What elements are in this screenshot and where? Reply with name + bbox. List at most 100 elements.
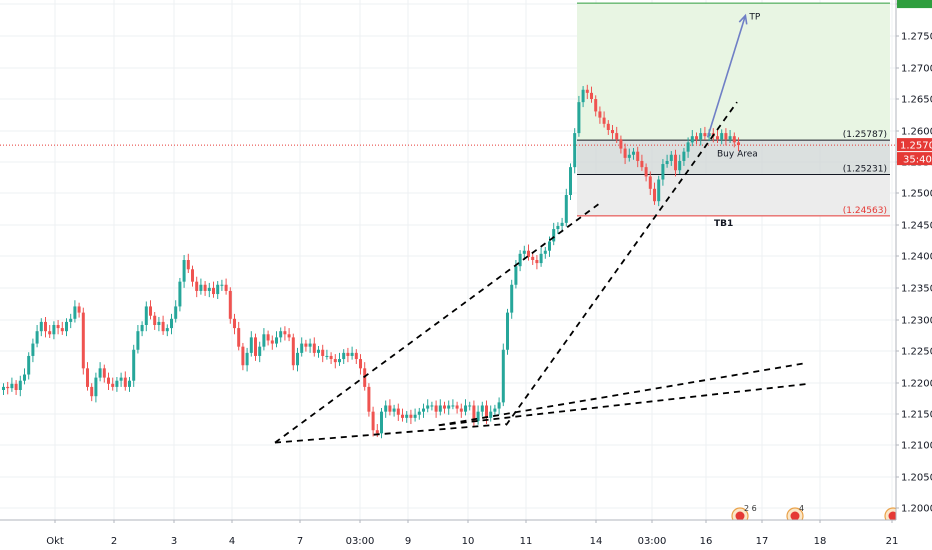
candle-body-74 — [312, 343, 316, 353]
candle-body-82 — [346, 352, 350, 356]
candle-body-155 — [653, 188, 656, 202]
candle-body-114 — [480, 405, 484, 412]
candle-body-27 — [115, 380, 119, 387]
y-tick-label-4: 1.26000 — [901, 127, 932, 138]
tp-arrow-shaft[interactable] — [706, 15, 747, 138]
candle-body-6 — [27, 355, 31, 375]
candle-body-92 — [388, 405, 392, 412]
level-label-3: (1.24563) — [843, 206, 887, 216]
candle-body-35 — [149, 306, 152, 316]
candle-body-63 — [266, 334, 270, 341]
trendlines[interactable] — [274, 13, 809, 444]
candle-body-29 — [123, 377, 127, 387]
candle-body-154 — [648, 176, 652, 189]
candle-body-50 — [212, 287, 215, 295]
candle-body-42 — [178, 281, 182, 307]
candle-body-59 — [249, 337, 253, 353]
trendline-4[interactable] — [505, 101, 738, 426]
annotation-labels: Buy Area TP TB1 — [714, 12, 761, 228]
candle-body-130 — [548, 241, 551, 251]
y-tick-label-2: 1.27000 — [901, 64, 932, 75]
candle-body-166 — [699, 133, 703, 140]
y-tick-label-14: 1.21000 — [901, 441, 932, 452]
countdown-tag — [897, 152, 932, 166]
candle-body-174 — [732, 136, 736, 143]
candle-body-48 — [203, 284, 207, 291]
candle-body-104 — [438, 405, 442, 412]
candle-body-38 — [161, 321, 165, 332]
trendline-0[interactable] — [274, 203, 599, 444]
candle-body-16 — [69, 318, 73, 322]
candle-body-78 — [329, 355, 333, 360]
candle-body-68 — [287, 334, 291, 338]
candle-body-167 — [703, 133, 707, 137]
candle-body-61 — [258, 346, 262, 356]
candle-body-52 — [220, 284, 224, 286]
y-tick-label-9: 1.23500 — [901, 284, 932, 295]
y-tick-label-8: 1.24000 — [901, 252, 932, 263]
candle-body-144 — [606, 123, 610, 130]
y-tick-label-10: 1.23000 — [901, 316, 932, 327]
candle-body-76 — [321, 349, 325, 356]
candle-body-123 — [518, 253, 522, 267]
candle-body-15 — [65, 321, 68, 332]
candle-body-148 — [623, 148, 627, 158]
candle-body-85 — [359, 359, 362, 369]
candle-body-84 — [354, 352, 358, 360]
candle-body-2 — [10, 383, 14, 389]
candle-body-163 — [686, 142, 690, 152]
candle-body-108 — [455, 405, 459, 409]
current-price-text: 1.25706 — [900, 141, 932, 152]
candle-body-138 — [581, 89, 585, 103]
candle-body-44 — [186, 260, 190, 270]
candle-body-69 — [291, 337, 295, 366]
event-count-1: 4 — [799, 504, 804, 513]
candle-body-31 — [132, 349, 136, 381]
candle-body-131 — [552, 229, 556, 242]
event-count-0: 2 6 — [744, 504, 757, 513]
candle-body-96 — [405, 414, 409, 418]
candle-body-40 — [170, 318, 173, 329]
candle-body-146 — [615, 133, 619, 140]
x-tick-label-12: 17 — [756, 536, 769, 547]
candle-body-14 — [60, 328, 64, 332]
y-axis-panel — [896, 0, 932, 550]
x-tick-label-11: 16 — [700, 536, 713, 547]
candle-body-1 — [6, 386, 10, 389]
candle-body-141 — [594, 99, 598, 112]
candle-body-164 — [690, 136, 694, 143]
candle-body-98 — [413, 414, 417, 418]
candle-body-128 — [539, 253, 543, 264]
trendline-1[interactable] — [274, 423, 507, 444]
trendline-3[interactable] — [438, 382, 809, 427]
candle-body-89 — [375, 430, 379, 434]
candle-body-30 — [128, 380, 131, 387]
candle-body-102 — [430, 405, 434, 407]
y-tick-label-1: 1.27500 — [901, 32, 932, 43]
candle-body-113 — [476, 411, 480, 421]
candle-body-70 — [296, 352, 299, 366]
candle-body-36 — [153, 315, 157, 325]
tp-price-tag — [897, 0, 932, 9]
candle-body-23 — [98, 368, 102, 378]
candle-body-64 — [270, 340, 274, 344]
candle-body-122 — [514, 266, 518, 285]
candle-body-152 — [640, 160, 644, 168]
candle-body-53 — [224, 284, 228, 291]
candle-body-28 — [119, 377, 123, 381]
candle-body-18 — [77, 306, 81, 313]
candle-body-57 — [241, 346, 245, 366]
x-tick-label-6: 9 — [405, 536, 411, 547]
candle-body-103 — [434, 405, 438, 412]
x-tick-label-1: 2 — [111, 536, 117, 547]
grid-lines — [0, 0, 896, 520]
trendline-2[interactable] — [438, 362, 805, 427]
candle-body-11 — [48, 331, 52, 335]
candle-body-170 — [716, 136, 719, 140]
y-tick-label-3: 1.26500 — [901, 95, 932, 106]
candle-body-129 — [543, 250, 547, 254]
candle-body-90 — [380, 411, 383, 434]
